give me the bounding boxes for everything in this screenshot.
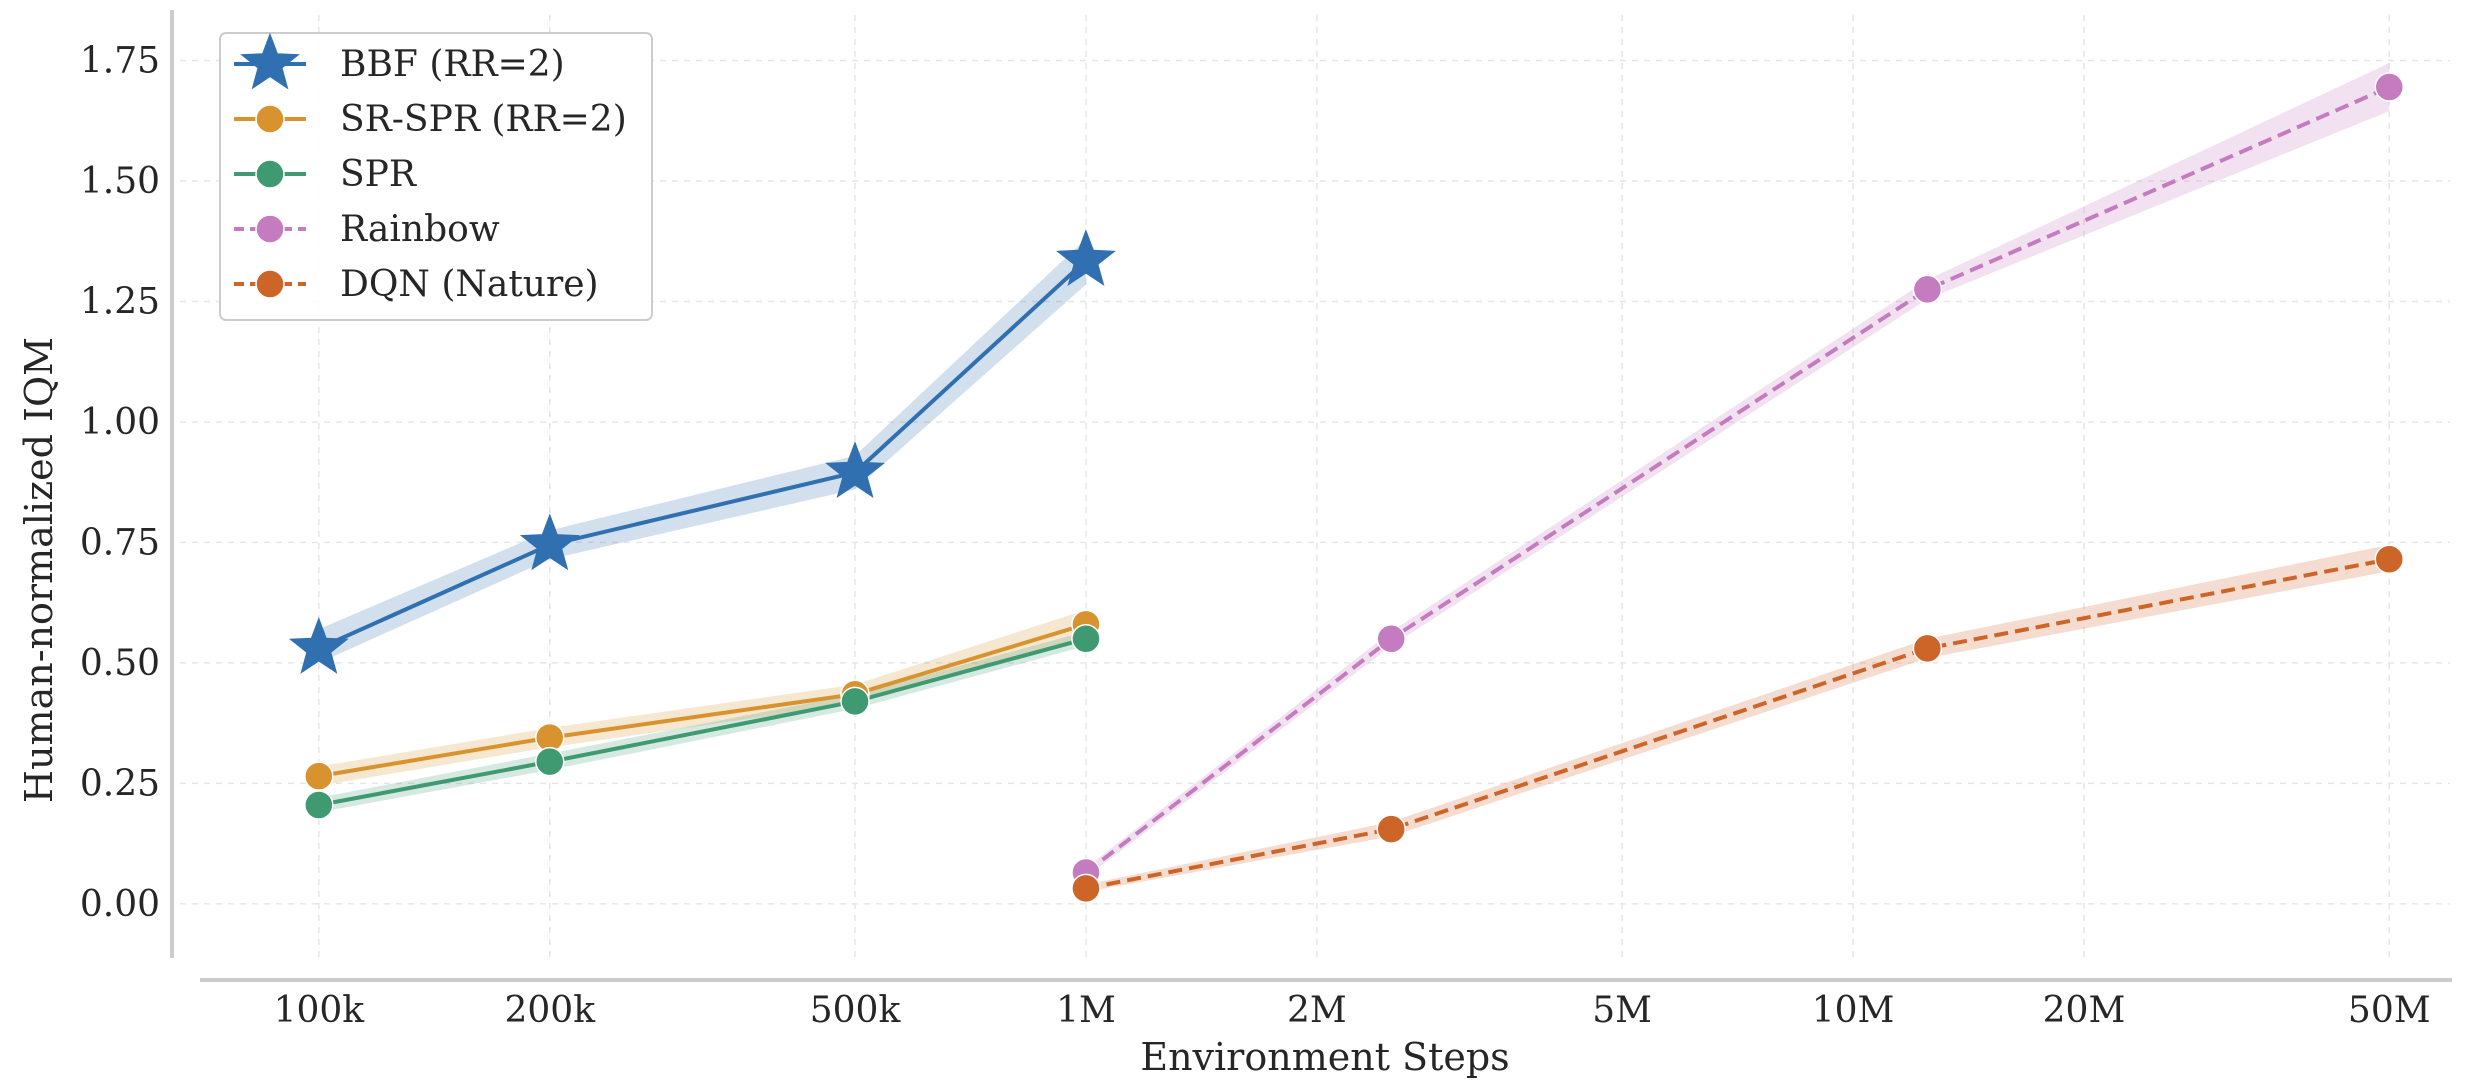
series-band bbox=[1085, 63, 2390, 878]
legend-item: BBF (RR=2) bbox=[234, 32, 565, 90]
data-point bbox=[840, 686, 870, 717]
series-line bbox=[1085, 557, 2390, 891]
y-tick-label: 0.25 bbox=[80, 763, 160, 804]
series-markers bbox=[288, 72, 2405, 904]
y-tick-label: 1.00 bbox=[80, 402, 160, 443]
data-point bbox=[2374, 544, 2405, 575]
data-point bbox=[535, 746, 565, 777]
data-point bbox=[288, 616, 349, 674]
legend-label: SPR bbox=[340, 154, 417, 195]
legend-marker bbox=[240, 32, 300, 90]
x-tick-label: 20M bbox=[2043, 990, 2126, 1031]
x-tick-label: 5M bbox=[1592, 990, 1652, 1031]
tick-labels: 100k 200k 500k 1M 2M 5M 10M 20M 50M 0.00 0.25 0.50 0… bbox=[80, 41, 2431, 1031]
data-point bbox=[519, 513, 580, 571]
x-tick-label: 200k bbox=[504, 990, 596, 1031]
series-band bbox=[318, 238, 1086, 663]
x-tick-label: 100k bbox=[274, 990, 366, 1031]
series-line bbox=[1084, 85, 2391, 875]
legend-label: Rainbow bbox=[340, 209, 500, 250]
data-point bbox=[1071, 624, 1101, 654]
series-band bbox=[1085, 544, 2390, 892]
data-point bbox=[304, 790, 334, 820]
y-axis-label: Human-normalized IQM bbox=[17, 337, 61, 803]
series-line bbox=[317, 259, 1088, 651]
legend-label: DQN (Nature) bbox=[340, 264, 599, 305]
legend-item: SR-SPR (RR=2) bbox=[234, 99, 627, 140]
data-point bbox=[1376, 624, 1406, 654]
data-point bbox=[1056, 229, 1116, 286]
series-line bbox=[318, 636, 1087, 807]
y-tick-label: 0.50 bbox=[80, 643, 160, 684]
y-tick-label: 1.75 bbox=[80, 41, 160, 82]
data-point bbox=[1071, 873, 1101, 904]
legend: BBF (RR=2) SR-SPR (RR=2) SPR Rainbow DQN (Na… bbox=[219, 32, 653, 321]
x-tick-label: 500k bbox=[810, 990, 902, 1031]
legend-frame bbox=[219, 32, 653, 321]
data-point bbox=[1912, 633, 1943, 664]
x-axis-label: Environment Steps bbox=[1140, 1035, 1509, 1079]
y-tick-label: 1.50 bbox=[80, 161, 160, 202]
legend-marker bbox=[255, 104, 285, 134]
legend-marker bbox=[255, 269, 285, 299]
x-tick-label: 1M bbox=[1056, 990, 1116, 1031]
axes bbox=[170, 10, 2452, 982]
x-tick-label: 10M bbox=[1812, 990, 1895, 1031]
data-point bbox=[825, 441, 885, 498]
data-point bbox=[1912, 274, 1943, 305]
legend-item: SPR bbox=[234, 154, 417, 195]
y-tick-label: 0.75 bbox=[80, 522, 160, 563]
legend-label: BBF (RR=2) bbox=[340, 44, 565, 85]
y-tick-label: 1.25 bbox=[80, 281, 160, 322]
x-tick-label: 2M bbox=[1287, 990, 1347, 1031]
data-point bbox=[1376, 814, 1406, 844]
data-point bbox=[2374, 72, 2405, 102]
series-line bbox=[318, 622, 1087, 779]
y-tick-label: 0.00 bbox=[80, 884, 160, 925]
legend-item: DQN (Nature) bbox=[234, 264, 599, 305]
data-point bbox=[304, 761, 334, 791]
legend-marker bbox=[255, 159, 285, 189]
series-lines bbox=[317, 85, 2391, 891]
legend-item: Rainbow bbox=[234, 209, 500, 250]
legend-label: SR-SPR (RR=2) bbox=[340, 99, 627, 140]
x-tick-label: 50M bbox=[2348, 990, 2431, 1031]
series-band bbox=[318, 609, 1086, 786]
legend-marker bbox=[255, 214, 285, 244]
